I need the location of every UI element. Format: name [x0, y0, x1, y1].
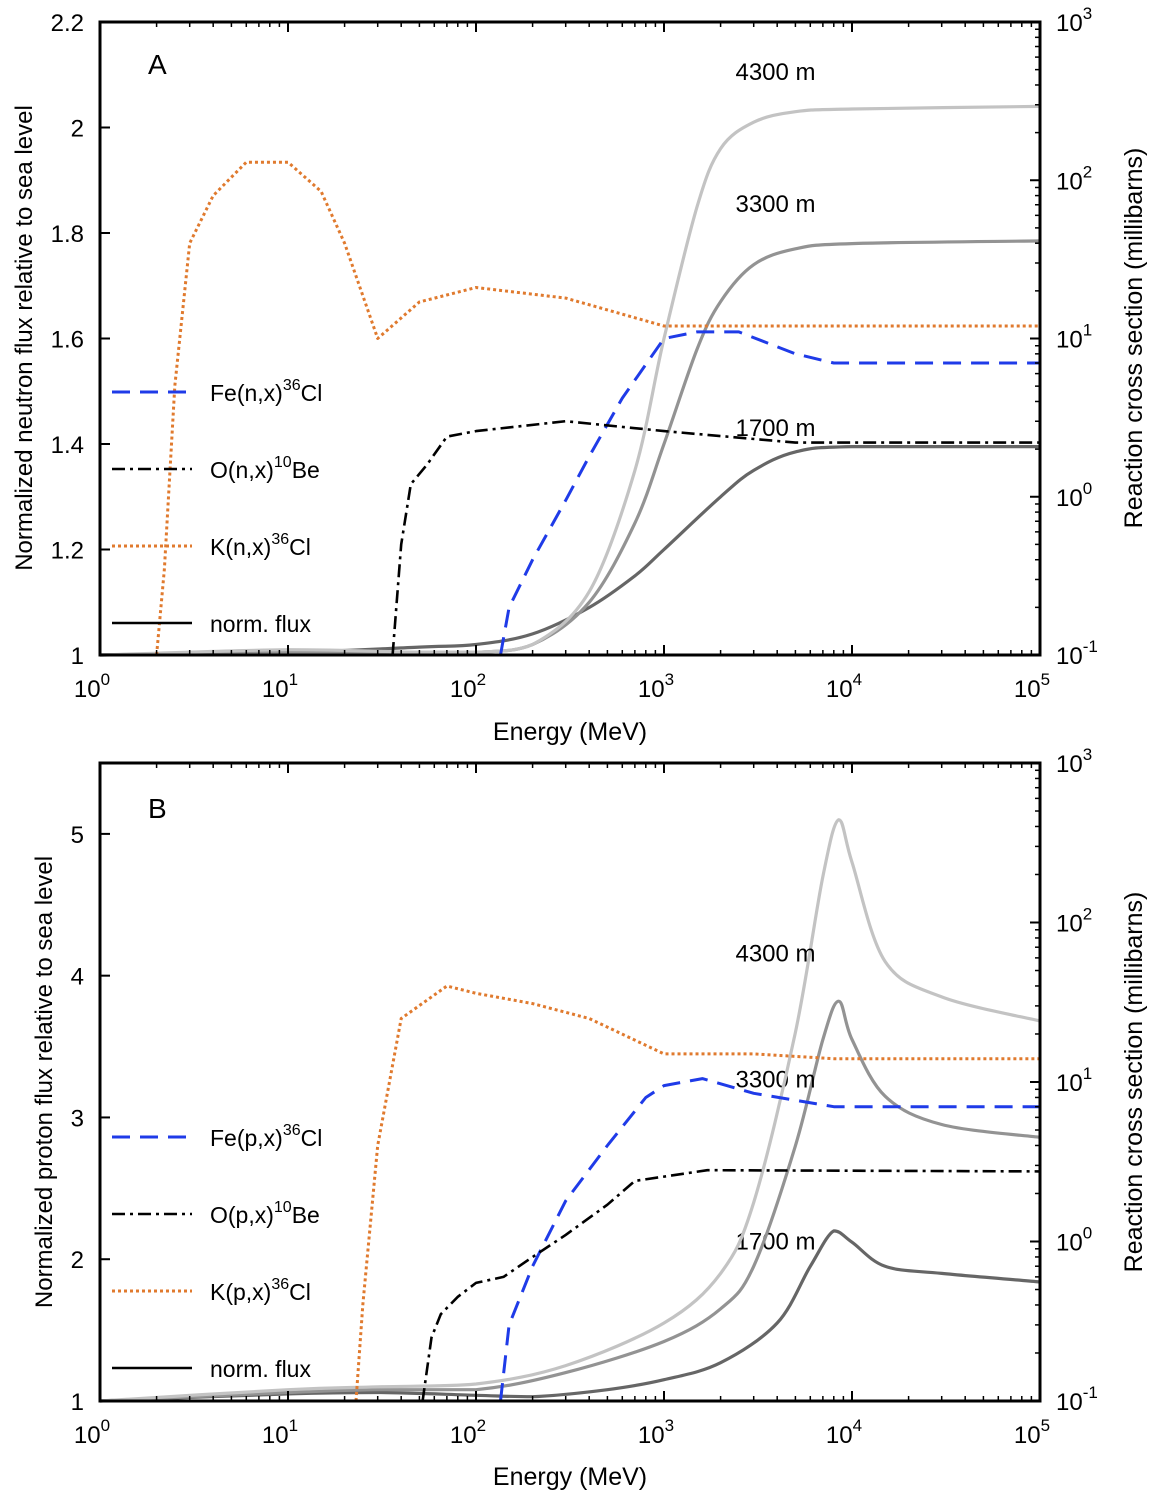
series-line-o-n-x-10be	[391, 419, 1040, 656]
legend-label: O(p,x)10Be	[210, 1199, 320, 1228]
series-line-4300-m	[99, 104, 1041, 657]
panel-a-plot-area	[100, 22, 1040, 655]
x-tick-label: 105	[1014, 1416, 1050, 1449]
panel-a-frame	[98, 20, 1042, 657]
altitude-label: 4300 m	[735, 59, 815, 86]
altitude-label: 4300 m	[735, 940, 815, 967]
y-tick-label: 2.2	[51, 10, 84, 37]
y-tick-label: 1	[71, 643, 84, 670]
y2-tick-label: 102	[1056, 162, 1092, 195]
y-tick-label: 1.2	[51, 538, 84, 565]
panel-a-label: A	[148, 49, 167, 80]
panel-b-plot-area	[100, 763, 1040, 1401]
y-tick-label: 1	[71, 1389, 84, 1416]
series-line-1700-m	[99, 1229, 1041, 1403]
x-tick-label: 100	[74, 1416, 110, 1449]
series-line-o-p-x-10be	[421, 1168, 1041, 1402]
panel-a-legend: Fe(n,x)36Cl O(n,x)10Be K(n,x)36Cl norm. flu…	[112, 377, 322, 637]
y2-tick-label: 103	[1056, 4, 1092, 37]
altitude-label: 1700 m	[735, 415, 815, 442]
panel-b-frame	[98, 761, 1042, 1403]
altitude-label: 1700 m	[735, 1228, 815, 1255]
x-tick-label: 101	[262, 670, 298, 703]
panel-b-legend: Fe(p,x)36Cl O(p,x)10Be K(p,x)36Cl norm. flu…	[112, 1122, 322, 1382]
legend-label: Fe(p,x)36Cl	[210, 1122, 322, 1151]
y2-tick-label: 101	[1056, 321, 1092, 354]
y-tick-label: 5	[71, 822, 84, 849]
y-tick-label: 4	[71, 964, 84, 991]
series-line-k-n-x-36cl	[155, 160, 1040, 656]
x-tick-label: 103	[638, 670, 674, 703]
panel-a-y-axis-title: Normalized neutron flux relative to sea …	[11, 105, 38, 571]
x-tick-label: 103	[638, 1416, 674, 1449]
x-tick-label: 102	[450, 1416, 486, 1449]
series-line-3300-m	[99, 999, 1041, 1403]
y-tick-label: 1.4	[51, 432, 84, 459]
legend-label: norm. flux	[210, 1356, 311, 1382]
y2-tick-label: 103	[1056, 745, 1092, 778]
series-line-4300-m	[99, 818, 1041, 1403]
legend-label: Fe(n,x)36Cl	[210, 377, 322, 406]
y-tick-label: 1.8	[51, 221, 84, 248]
y2-tick-label: 10-1	[1056, 637, 1098, 670]
x-tick-label: 101	[262, 1416, 298, 1449]
legend-label: K(n,x)36Cl	[210, 531, 311, 560]
panel-b-y2-axis-title: Reaction cross section (millibarns)	[1120, 892, 1148, 1273]
y2-tick-label: 102	[1056, 905, 1092, 938]
panel-b-x-axis-title: Energy (MeV)	[493, 1463, 647, 1491]
series-line-fe-n-x-36cl	[499, 330, 1040, 656]
x-tick-label: 102	[450, 670, 486, 703]
y2-tick-label: 100	[1056, 479, 1092, 512]
panel-b-series: 1700 m 3300 m 4300 m	[99, 818, 1041, 1403]
series-line-fe-p-x-36cl	[499, 1077, 1040, 1402]
y-tick-label: 1.6	[51, 327, 84, 354]
y-tick-label: 3	[71, 1105, 84, 1132]
x-tick-label: 105	[1014, 670, 1050, 703]
x-tick-label: 104	[826, 1416, 862, 1449]
legend-label: O(n,x)10Be	[210, 454, 320, 483]
altitude-label: 3300 m	[735, 1067, 815, 1094]
panel-a-y2-axis-title: Reaction cross section (millibarns)	[1120, 148, 1148, 529]
y-tick-label: 2	[71, 116, 84, 143]
x-tick-label: 104	[826, 670, 862, 703]
series-line-k-p-x-36cl	[354, 984, 1040, 1402]
panel-b-y-axis-title: Normalized proton flux relative to sea l…	[31, 856, 58, 1308]
legend-label: norm. flux	[210, 611, 311, 637]
x-tick-label: 100	[74, 670, 110, 703]
panel-a: 1700 m 3300 m 4300 m 100 101 102 103 104 105 1 1.…	[11, 4, 1148, 746]
y2-tick-label: 10-1	[1056, 1383, 1098, 1416]
altitude-label: 3300 m	[735, 191, 815, 218]
y2-tick-label: 100	[1056, 1224, 1092, 1257]
panel-b: 1700 m 3300 m 4300 m 100 101 102 103 104 105 1 2 3…	[31, 745, 1148, 1491]
panel-a-x-axis-title: Energy (MeV)	[493, 718, 647, 746]
y-tick-label: 2	[71, 1247, 84, 1274]
y2-tick-label: 101	[1056, 1064, 1092, 1097]
panel-a-series: 1700 m 3300 m 4300 m	[99, 59, 1041, 657]
panel-b-label: B	[148, 793, 167, 824]
legend-label: K(p,x)36Cl	[210, 1276, 311, 1305]
